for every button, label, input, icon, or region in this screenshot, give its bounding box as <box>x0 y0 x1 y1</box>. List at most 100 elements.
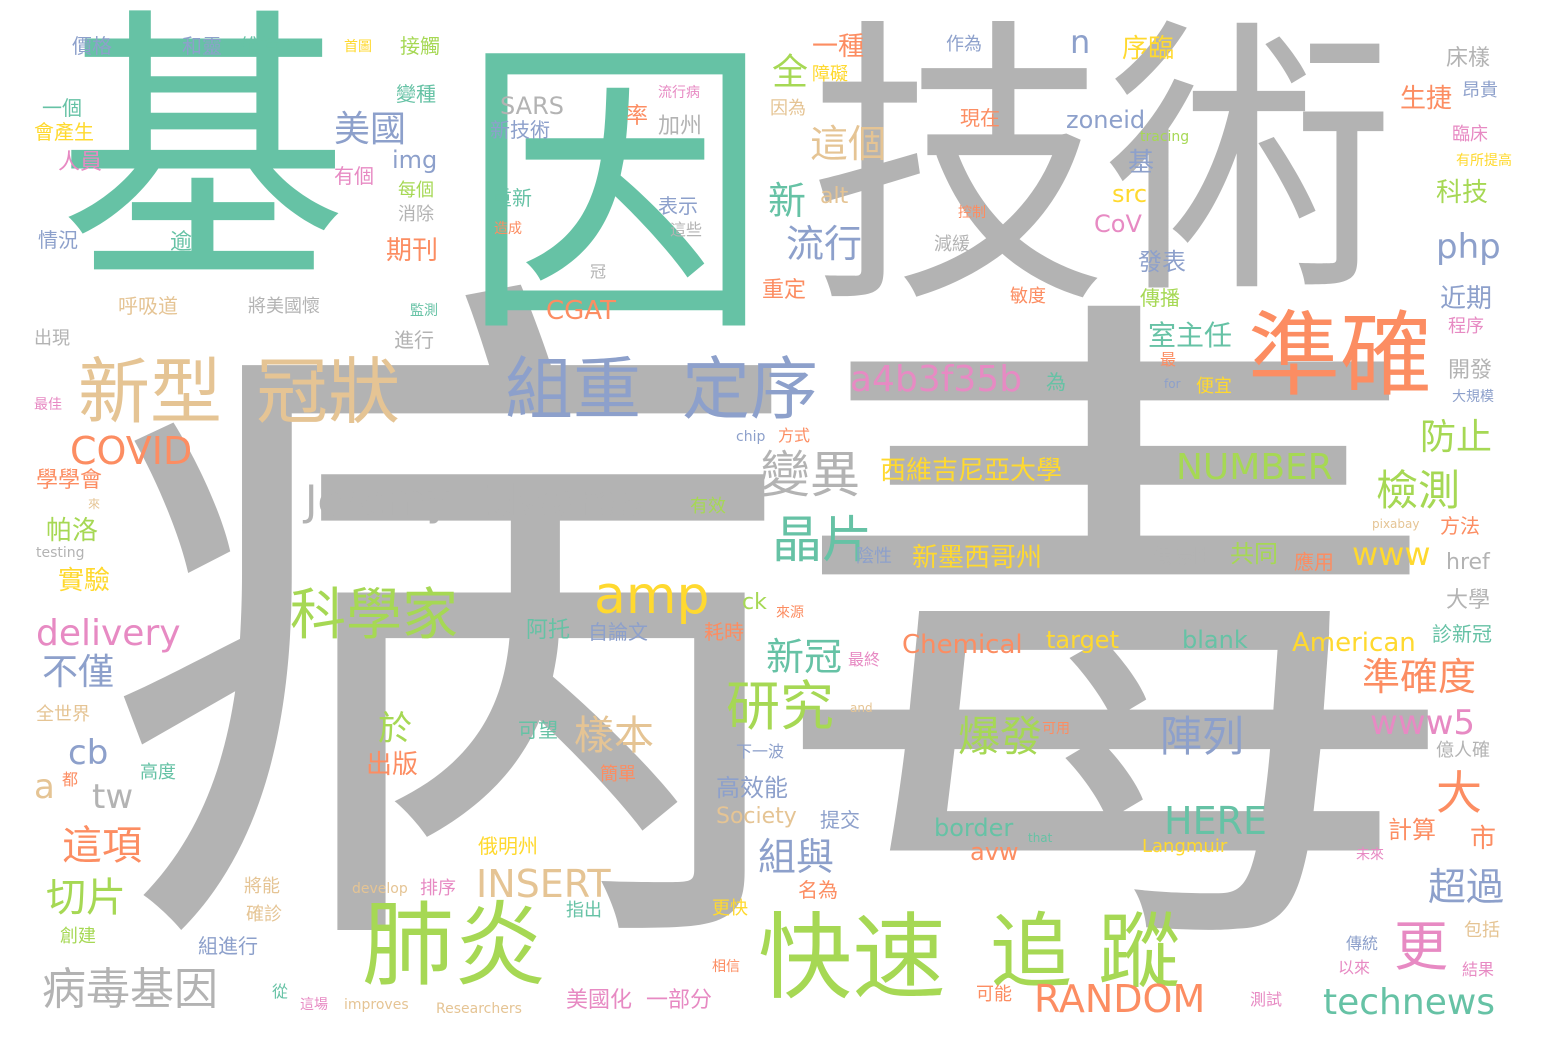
word-jiamingzhou: 俄明州 <box>478 834 538 858</box>
word-keneng: 可能 <box>976 984 1012 1005</box>
word-number: NUMBER <box>1176 447 1333 488</box>
word-society: Society <box>716 804 797 829</box>
word-chuangyang: 床樣 <box>1446 46 1491 71</box>
word-chengxu: 程序 <box>1448 316 1484 337</box>
word-yangben: 樣本 <box>574 713 654 759</box>
word-sars: SARS <box>500 92 565 120</box>
word-xiayibo: 下一波 <box>736 742 785 761</box>
word-n: n <box>1070 23 1091 61</box>
word-jieguo: 結果 <box>1462 960 1495 979</box>
word-chaoguo: 超過 <box>1428 865 1505 909</box>
word-guanzhuang: 冠狀 <box>256 350 401 434</box>
word-xiweijiniya: 西維吉尼亞大學 <box>880 456 1063 486</box>
word-zhenlie: 陣列 <box>1160 712 1245 761</box>
word-jiandan: 簡單 <box>600 764 636 785</box>
word-geng: 更 <box>1394 915 1448 978</box>
word-yizhong: 一種 <box>812 32 865 62</box>
word-chip: chip <box>736 429 766 445</box>
word-kewang: 可望 <box>518 718 558 742</box>
word-jiechu: 接觸 <box>400 34 440 58</box>
word-laiyuan: 來源 <box>776 605 804 621</box>
word-yingyong: 應用 <box>1294 550 1334 574</box>
word-zuijia: 最佳 <box>34 397 62 413</box>
word-gaodu: 高度 <box>140 762 176 783</box>
word-pinzhi: 昂貴 <box>1462 80 1498 101</box>
word-cgat: CGAT <box>546 296 616 326</box>
word-zuyu: 組與 <box>758 835 835 879</box>
word-gengkuai: 更快 <box>712 898 748 919</box>
word-chuban: 出版 <box>366 750 419 780</box>
word-jeremy: Jeremy Edwards <box>305 476 643 525</box>
word-zhege: 這個 <box>810 122 887 166</box>
word-improves: improves <box>344 997 409 1013</box>
word-bingdujiyin: 病毒基因 <box>42 964 218 1015</box>
word-www: www <box>1352 535 1431 573</box>
word-amp: amp <box>594 566 710 626</box>
word-src: src <box>1112 180 1148 208</box>
word-zilunwen: 自論文 <box>588 620 648 644</box>
word-shi: 市 <box>1470 824 1497 854</box>
word-wei: 為 <box>1046 370 1066 394</box>
word-xianzai: 現在 <box>960 106 1000 130</box>
word-xulin: 序臨 <box>1122 34 1175 64</box>
word-jinxing: 進行 <box>394 328 434 352</box>
word-youge: 有個 <box>334 164 374 188</box>
word-meige: 每個 <box>398 180 434 201</box>
word-meiguo: 美國 <box>334 109 407 150</box>
word-jiangmeiguohuai: 將美國懷 <box>248 296 320 317</box>
word-yirenque: 億人確 <box>1436 740 1490 761</box>
word-yibufen: 一部分 <box>646 988 713 1013</box>
word-zhuizong: 追 蹤 <box>990 905 1181 1000</box>
word-langmuir: Langmuir <box>1142 836 1228 857</box>
word-keyong: 可用 <box>1042 721 1070 737</box>
word-shizhuren: 室主任 <box>1148 319 1233 352</box>
word-yinxing: 陰性 <box>856 546 892 567</box>
word-chuantong: 傳統 <box>1346 934 1379 953</box>
word-zujinxing: 組進行 <box>198 934 258 958</box>
word-renyuan: 人員 <box>58 150 103 175</box>
word-covid: COVID <box>70 429 193 473</box>
word-zhunquedu: 準確度 <box>1362 655 1477 699</box>
word-img: img <box>392 146 438 174</box>
word-a4b3f35b: a4b3f35b <box>850 359 1023 400</box>
word-for: for <box>1164 377 1181 391</box>
word-mingandu: 敏度 <box>1010 286 1046 307</box>
word-shu: 術 <box>1105 0 1395 333</box>
word-yousuotigao: 有所提高 <box>1456 153 1512 169</box>
word-baofa: 爆發 <box>958 712 1043 761</box>
word-mingwei: 名為 <box>798 878 838 902</box>
word-qikan: 期刊 <box>386 236 439 266</box>
word-xinxing: 新型 <box>78 350 223 434</box>
word-biaoshi: 表示 <box>658 194 698 218</box>
word-researchers: Researchers <box>436 1001 522 1017</box>
word-da: 大 <box>1436 766 1482 820</box>
word-zhangai: 障礙 <box>812 64 848 85</box>
word-du: 毒 <box>775 247 1455 1038</box>
word-zhunque: 準確 <box>1248 302 1433 409</box>
word-testing: testing <box>36 545 85 561</box>
word-ck: ck <box>742 590 767 615</box>
word-fangshi: 方式 <box>778 426 811 445</box>
word-zaocheng: 造成 <box>494 221 522 237</box>
word-a: a <box>34 767 55 807</box>
word-ceshi: 測試 <box>1250 990 1283 1009</box>
word-here: HERE <box>1164 799 1267 843</box>
word-weichi: 維持 <box>240 34 280 58</box>
word-technews: technews <box>1323 982 1496 1023</box>
word-shoutu: 首圖 <box>344 39 372 55</box>
word-haoshi: 耗時 <box>704 620 744 644</box>
word-chuangjian: 創建 <box>60 926 96 947</box>
word-fangzhi: 防止 <box>1420 417 1493 458</box>
word-jiage: 價格 <box>72 34 112 58</box>
word-gongtong: 共同 <box>1230 540 1278 568</box>
word-jisuan: 計算 <box>1388 816 1436 844</box>
word-xinguan: 新冠 <box>766 635 843 679</box>
word-zuzhong: 組重 <box>505 351 642 430</box>
word-target: target <box>1046 626 1119 654</box>
word-jishu: 技 <box>808 0 1108 344</box>
word-zhexie: 這些 <box>670 220 703 239</box>
word-zoneid: zoneid <box>1066 106 1146 134</box>
word-paixu: 排序 <box>420 878 456 899</box>
word-lv: 率 <box>626 104 649 129</box>
word-liuxingbing: 流行病 <box>658 85 700 101</box>
